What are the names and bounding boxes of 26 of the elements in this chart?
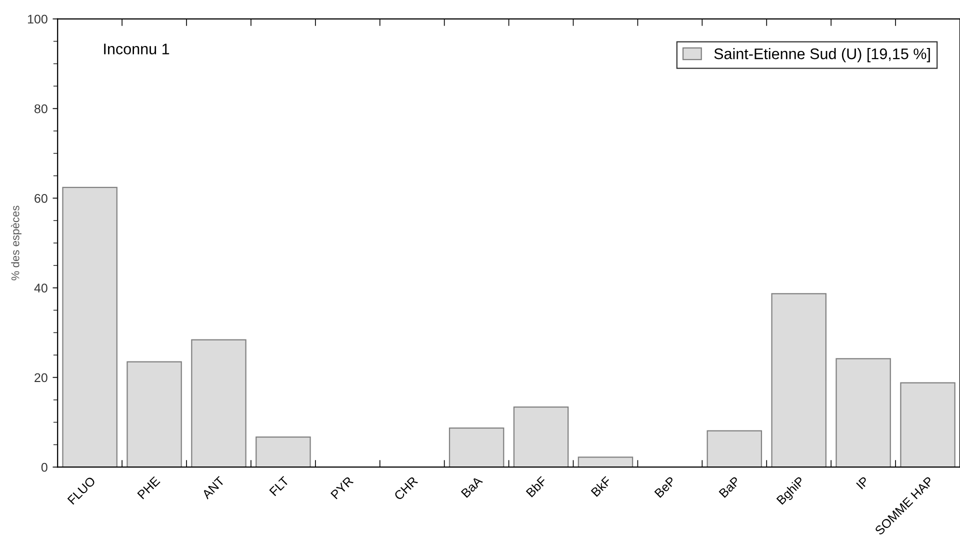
- y-tick-label: 60: [34, 194, 48, 203]
- x-tick-label: BaA: [460, 476, 484, 498]
- y-tick-label: 80: [34, 104, 48, 114]
- bar: [578, 456, 634, 468]
- x-tick-label: FLT: [269, 476, 290, 496]
- bar: [706, 430, 762, 468]
- y-tick-label: 20: [34, 373, 48, 382]
- y-tick-label: 100: [28, 14, 48, 24]
- bar: [62, 186, 118, 468]
- bar: [771, 293, 826, 468]
- bar: [836, 358, 891, 468]
- bar: [900, 382, 956, 468]
- y-tick-label: 40: [34, 284, 48, 292]
- bar: [126, 361, 182, 468]
- x-tick-label: BaP: [718, 476, 740, 498]
- legend-label: Saint-Etienne Sud (U) [19,15 %]: [714, 48, 930, 62]
- x-tick-label: BeP: [654, 476, 676, 498]
- bar: [256, 436, 311, 468]
- y-axis-title: % des espèces: [10, 206, 22, 280]
- bar: [513, 406, 569, 468]
- bar: [448, 428, 504, 468]
- annotation: Inconnu 1: [104, 44, 170, 54]
- x-tick-label: IP: [856, 476, 870, 490]
- x-tick-label: BkF: [590, 476, 612, 497]
- bar: [191, 339, 246, 468]
- y-tick-label: 0: [41, 462, 48, 472]
